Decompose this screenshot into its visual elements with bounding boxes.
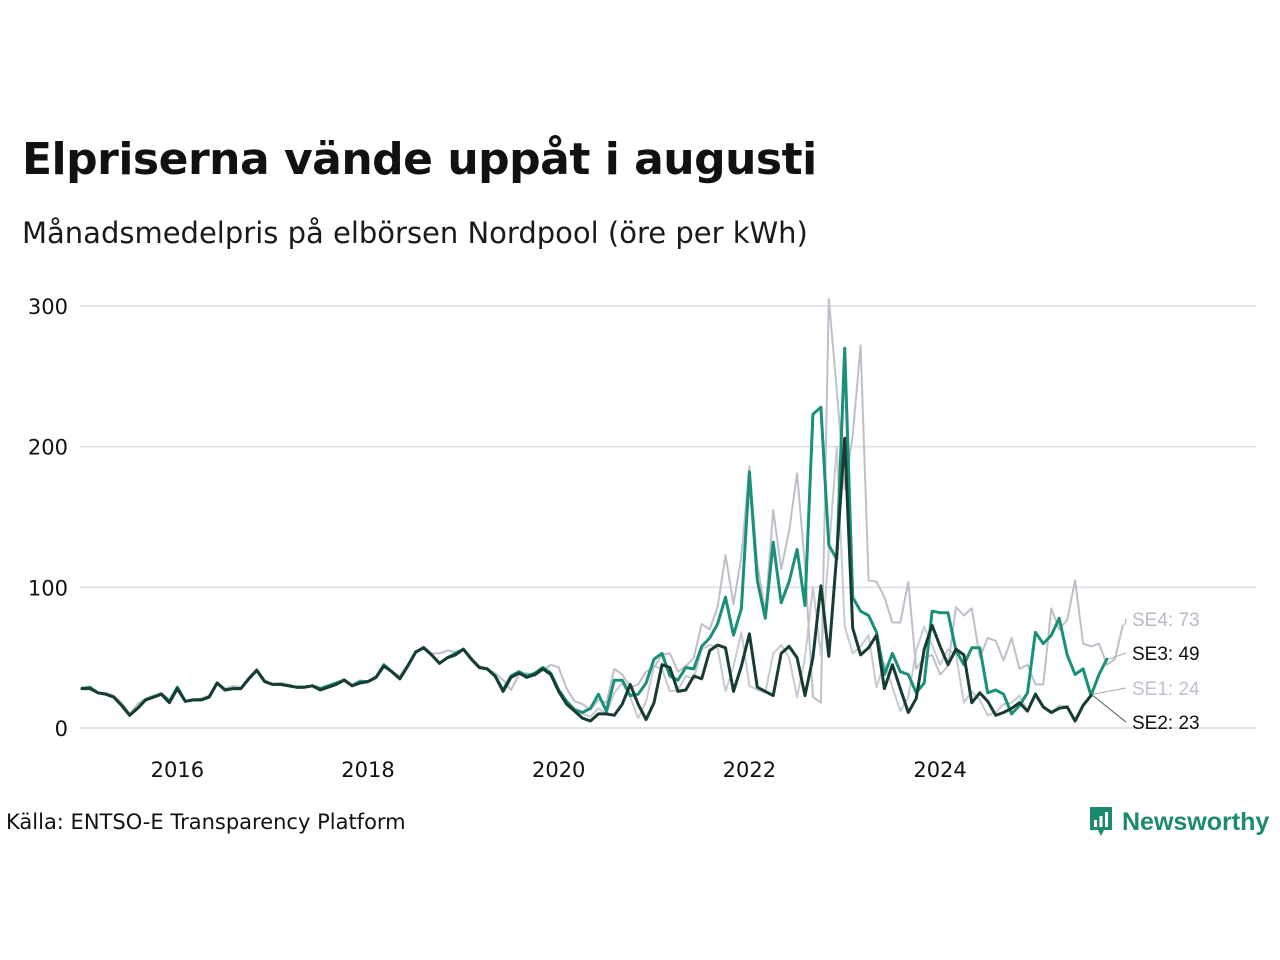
brand-logo: Newsworthy — [1088, 802, 1269, 842]
x-tick-label: 2018 — [341, 758, 394, 782]
x-tick-label: 2024 — [913, 758, 966, 782]
end-label-se3: SE3: 49 — [1132, 644, 1200, 665]
end-label-se4: SE4: 73 — [1132, 610, 1200, 631]
bar-chart-icon — [1090, 807, 1112, 836]
x-tick-label: 2022 — [723, 758, 776, 782]
end-label-se2: SE2: 23 — [1132, 713, 1200, 734]
end-label-leader-se3 — [1108, 652, 1127, 660]
series-line-se2 — [80, 436, 1093, 723]
page-title: Elpriserna vände uppåt i augusti — [22, 134, 817, 185]
end-label-leader-se4 — [1124, 618, 1127, 626]
end-label-leader-se2 — [1092, 695, 1127, 723]
y-tick-label: 200 — [28, 436, 68, 460]
series-line-se1 — [81, 445, 1092, 722]
y-tick-label: 300 — [28, 295, 68, 319]
x-tick-label: 2020 — [532, 758, 585, 782]
series-line-se3 — [80, 346, 1109, 717]
y-tick-label: 0 — [55, 717, 68, 741]
x-tick-label: 2016 — [151, 758, 204, 782]
brand-name: Newsworthy — [1122, 807, 1270, 836]
page-subtitle: Månadsmedelpris på elbörsen Nordpool (ör… — [22, 216, 808, 250]
end-label-se1: SE1: 24 — [1132, 679, 1200, 700]
series-line-se4 — [81, 298, 1124, 715]
end-label-leader-se1 — [1092, 687, 1127, 695]
source-note: Källa: ENTSO-E Transparency Platform — [6, 810, 406, 834]
y-tick-label: 100 — [28, 576, 68, 600]
